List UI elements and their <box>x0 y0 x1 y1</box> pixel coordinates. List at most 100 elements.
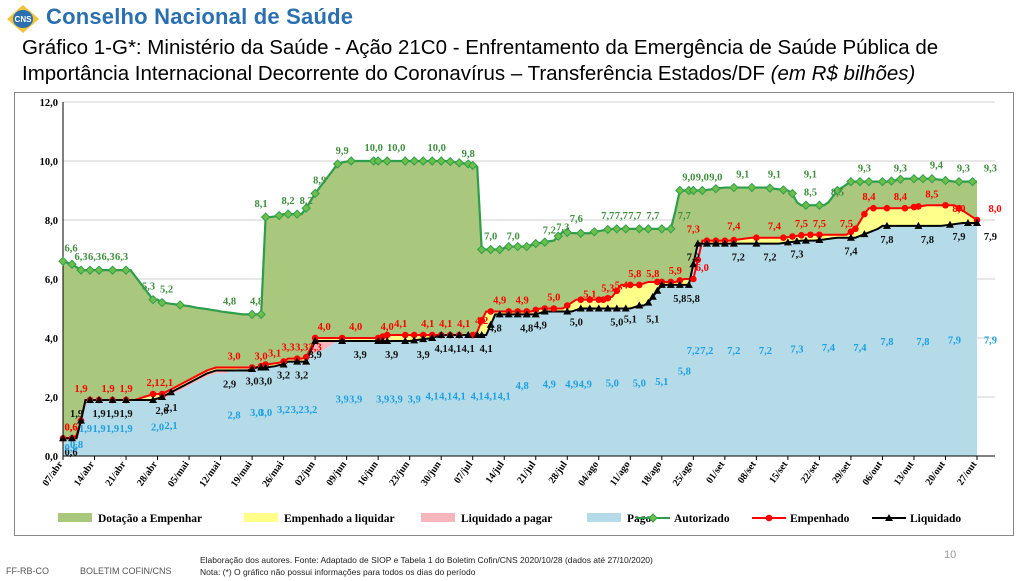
data-label-empenhado: 4,0 <box>349 322 362 333</box>
marker-autorizado <box>382 156 392 166</box>
data-label-liquidado: 5,8 <box>673 294 686 305</box>
marker-liquidado <box>648 292 657 300</box>
area-dotacao-a-empenhar <box>63 161 977 439</box>
data-label-autorizado: 7,6 <box>570 214 583 225</box>
marker-liquidado <box>729 239 738 247</box>
data-label-liquidado: 2,1 <box>164 403 177 414</box>
data-label-pago: 2,8 <box>228 411 241 422</box>
data-label-pago: 4,1 <box>426 392 439 403</box>
marker-autorizado <box>954 176 964 187</box>
data-label-pago: 1,9 <box>79 424 92 435</box>
marker-autorizado <box>67 259 77 269</box>
data-label-pago: 3,9 <box>408 394 421 405</box>
marker-empenhado <box>901 204 909 212</box>
footer-source-text: Elaboração dos autores. Fonte: Adaptado … <box>200 555 653 565</box>
data-label-autorizado: 9,4 <box>930 161 944 172</box>
data-label-liquidado: 4,8 <box>520 323 533 334</box>
marker-empenhado <box>816 231 823 239</box>
data-label-liquidado: 5,0 <box>570 318 583 329</box>
marker-empenhado <box>883 204 891 212</box>
legend-label: Liquidado <box>910 513 961 525</box>
data-label-liquidado: 7,8 <box>880 235 893 246</box>
marker-autorizado <box>603 224 613 235</box>
data-label-empenhado: 8,0 <box>988 204 1001 215</box>
marker-autorizado <box>85 265 95 275</box>
marker-autorizado <box>909 173 919 184</box>
marker-liquidado <box>504 310 513 318</box>
data-label-autorizado: 9,0 <box>709 173 722 184</box>
data-label-empenhado: 4,1 <box>457 319 470 330</box>
data-label-liquidado: 5,8 <box>687 294 700 305</box>
marker-autorizado <box>864 176 874 187</box>
data-label-empenhado: 4,0 <box>381 322 394 333</box>
data-label-empenhado: 5,8 <box>646 269 659 280</box>
data-label-empenhado: 5,0 <box>547 293 560 304</box>
marker-empenhado <box>636 281 643 289</box>
marker-autorizado <box>504 241 514 252</box>
legend: Dotação a Empenhar Empenhado a liquidar Li… <box>58 513 961 525</box>
data-label-empenhado: 7,4 <box>727 222 741 233</box>
marker-liquidado <box>495 310 504 318</box>
marker-liquidado <box>653 286 662 294</box>
data-label-empenhado: 7,5 <box>813 219 826 230</box>
data-labels: 6,66,3 6,3 6,3 6,35,3 5,24,8 4,88,1 8,2 8,28,99… <box>64 143 1001 458</box>
marker-liquidado <box>522 310 531 318</box>
marker-autorizado <box>486 244 496 255</box>
marker-autorizado <box>436 156 446 166</box>
marker-liquidado <box>621 304 630 312</box>
marker-autorizado <box>729 182 739 193</box>
data-label-pago: 5,0 <box>633 378 646 389</box>
data-label-pago: 7,2 <box>700 346 713 357</box>
data-label-empenhado: 5,3 <box>601 284 614 295</box>
data-label-autorizado: 6,3 <box>101 252 114 263</box>
data-label-empenhado: 5,1 <box>583 290 596 301</box>
data-label-autorizado: 8,2 <box>282 196 295 207</box>
legend-swatch <box>244 513 278 522</box>
marker-autorizado <box>301 203 311 213</box>
data-label-pago: 5,8 <box>678 366 691 377</box>
marker-liquidado <box>846 233 855 241</box>
data-label-pago: 3,9 <box>336 394 349 405</box>
marker-empenhado <box>915 203 922 210</box>
data-label-autorizado: 9,9 <box>336 146 349 157</box>
data-label-empenhado: 2,1 <box>160 378 173 389</box>
data-label-empenhado: 5,4 <box>615 281 629 292</box>
data-label-empenhado: 3,3 <box>309 343 322 354</box>
x-tick-label: 15/set <box>767 459 790 486</box>
data-label-autorizado: 8,5 <box>804 187 817 198</box>
marker-liquidado <box>293 357 302 365</box>
marker-autorizado <box>886 176 897 186</box>
marker-liquidado <box>428 334 437 341</box>
data-label-empenhado: 7,5 <box>840 219 853 230</box>
data-label-autorizado: 9,0 <box>696 173 709 184</box>
marker-empenhado <box>690 275 697 283</box>
data-label-empenhado: 3,0 <box>255 352 268 363</box>
data-label-empenhado: 7,5 <box>795 219 808 230</box>
data-label-pago: 3,0 <box>259 408 272 419</box>
area-pago <box>63 222 977 456</box>
marker-liquidado <box>576 304 585 312</box>
marker-autorizado <box>274 210 284 221</box>
marker-liquidado <box>585 304 594 312</box>
data-label-autorizado: 6,3 <box>115 252 128 263</box>
marker-autorizado <box>940 175 951 186</box>
marker-autorizado <box>148 294 158 305</box>
data-label-empenhado: 1,9 <box>119 384 132 395</box>
data-label-pago: 7,8 <box>916 337 929 348</box>
data-label-liquidado: 3,2 <box>277 371 290 382</box>
y-tick-label: 0,0 <box>45 452 58 463</box>
data-label-autorizado: 5,2 <box>160 285 173 296</box>
data-label-liquidado: 7,2 <box>763 253 776 264</box>
data-label-liquidado: 4,1 <box>462 344 475 355</box>
data-label-liquidado: 1,9 <box>119 409 132 420</box>
data-label-empenhado: 1,9 <box>101 384 114 395</box>
marker-autorizado <box>94 265 104 275</box>
data-label-pago: 1,9 <box>106 424 119 435</box>
marker-autorizado <box>562 227 572 238</box>
data-label-liquidado: 5,0 <box>610 318 623 329</box>
marker-liquidado <box>446 331 455 339</box>
legend-label: Empenhado <box>790 513 850 525</box>
marker-empenhado <box>410 331 418 339</box>
marker-empenhado <box>550 305 558 312</box>
x-tick-label: 25/ago <box>671 459 696 488</box>
